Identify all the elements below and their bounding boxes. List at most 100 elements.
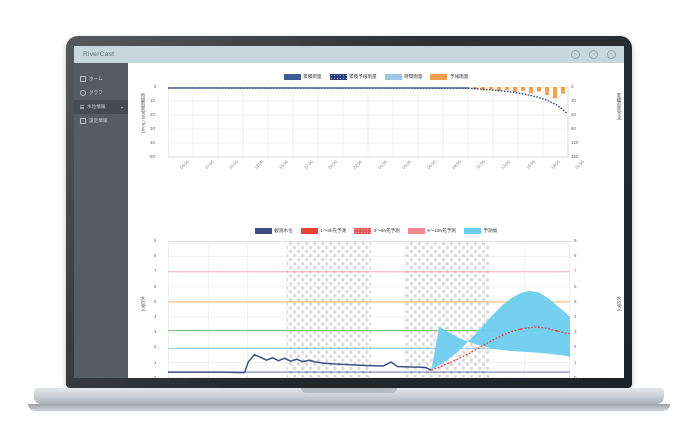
legend-label: 6〜15h先予測 xyxy=(427,228,456,233)
legend-swatch xyxy=(354,228,372,234)
legend-label: 累積雨量 xyxy=(303,74,322,79)
rainfall-plot-svg xyxy=(168,87,569,158)
waterlevel-plot xyxy=(168,241,570,378)
sidebar-item-settings[interactable]: 設定情報 xyxy=(74,114,128,128)
legend-label: 累積予報雨量 xyxy=(349,74,377,79)
waterlevel-plot-svg xyxy=(168,241,570,378)
legend-item[interactable]: 予報雨量 xyxy=(430,74,468,80)
forecast-median-markers xyxy=(447,326,558,365)
home-icon xyxy=(80,76,86,82)
legend-item[interactable]: 観測水位 xyxy=(254,228,293,234)
sidebar-item-label: グラフ xyxy=(89,90,103,95)
forecast-band xyxy=(431,290,570,371)
y-tick: 8 xyxy=(154,253,157,259)
legend-swatch xyxy=(329,74,347,80)
y-tick: 9 xyxy=(574,238,577,243)
rainfall-plot xyxy=(168,87,603,165)
y-tick: 0 xyxy=(574,374,577,378)
y-tick: 40 xyxy=(150,140,155,145)
app-header: RiverCast xyxy=(74,46,624,63)
y-tick: 5 xyxy=(574,298,577,304)
y2-tick: 90 xyxy=(571,126,576,131)
chart-icon xyxy=(80,90,86,96)
y2-tick: 60 xyxy=(571,112,576,117)
header-icon-group xyxy=(571,50,616,59)
waterlevel-chart-legend: 観測水位 1〜3h先予測 3〜6h先予測 6〜15h先予測 xyxy=(128,228,624,234)
y-tick: 7 xyxy=(154,268,157,274)
y-tick: 0 xyxy=(154,84,157,89)
app-title: RiverCast xyxy=(83,51,115,58)
observed-waterlevel-line xyxy=(168,353,432,374)
legend-swatch xyxy=(407,228,425,234)
y-tick: 8 xyxy=(574,253,577,259)
sidebar: ホーム グラフ 水位情報 ▾ 設定情報 xyxy=(74,63,128,378)
waterlevel-chart: 観測水位 1〜3h先予測 3〜6h先予測 6〜15h先予測 xyxy=(128,191,624,378)
rainfall-y2-axis-title: 累積雨量[mm] xyxy=(617,93,622,121)
night-band xyxy=(286,242,372,378)
grid-lines xyxy=(168,87,568,157)
y-tick: 9 xyxy=(154,238,157,243)
y-tick: 3 xyxy=(154,329,157,335)
legend-label: 1〜3h先予測 xyxy=(320,228,347,233)
notification-icon[interactable] xyxy=(589,50,598,59)
chevron-down-icon: ▾ xyxy=(120,104,123,110)
help-icon[interactable] xyxy=(571,50,580,59)
sidebar-item-label: 設定情報 xyxy=(89,118,108,123)
laptop-base xyxy=(34,388,664,404)
y-tick: 7 xyxy=(574,268,577,274)
legend-label: 予報雨量 xyxy=(449,74,469,79)
y-tick: 10 xyxy=(150,98,155,103)
legend-item[interactable]: 時間雨量 xyxy=(384,74,423,80)
legend-label: 3〜6h先予測 xyxy=(373,228,400,233)
sidebar-item-label: 水位情報 xyxy=(87,104,106,109)
y-tick: 6 xyxy=(574,283,577,289)
y-tick: 1 xyxy=(154,359,157,365)
legend-swatch xyxy=(430,74,448,80)
y-tick: 2 xyxy=(574,344,577,350)
y2-tick: 30 xyxy=(571,98,576,103)
sidebar-item-home[interactable]: ホーム xyxy=(74,72,128,86)
y-tick: 4 xyxy=(154,314,157,319)
laptop-foot xyxy=(28,404,670,411)
y-tick: 6 xyxy=(154,283,157,289)
legend-item[interactable]: 6〜15h先予測 xyxy=(407,228,456,234)
y-tick: 1 xyxy=(574,359,577,365)
y-tick: 3 xyxy=(574,329,577,335)
legend-label: 観測水位 xyxy=(274,228,293,233)
y-tick: 5 xyxy=(154,298,157,304)
y-tick: 30 xyxy=(150,126,155,131)
legend-swatch xyxy=(384,74,402,80)
legend-item[interactable]: 3〜6h先予測 xyxy=(354,228,400,234)
y2-tick: 120 xyxy=(571,140,579,145)
y-tick: 4 xyxy=(574,314,577,319)
y-tick: 2 xyxy=(154,344,157,350)
cumulative-forecast-rain-line xyxy=(168,87,568,114)
legend-item[interactable]: 累積雨量 xyxy=(283,74,322,80)
legend-label: 予測幅 xyxy=(483,228,498,233)
app-screen: RiverCast ホーム グラフ 水位情報 ▾ xyxy=(74,46,624,378)
waterlevel-y-axis-title: 水位[m] xyxy=(141,296,146,311)
sidebar-item-label: ホーム xyxy=(89,76,103,81)
legend-item[interactable]: 1〜3h先予測 xyxy=(300,228,347,234)
list-icon xyxy=(80,105,84,109)
legend-swatch xyxy=(463,228,481,234)
sidebar-item-graph[interactable]: グラフ xyxy=(74,86,128,100)
rainfall-chart-legend: 累積雨量 累積予報雨量 時間雨量 予報雨量 xyxy=(128,74,624,80)
rainfall-chart: 累積雨量 累積予報雨量 時間雨量 予報雨量 時間雨量[mm xyxy=(128,63,624,191)
legend-item[interactable]: 累積予報雨量 xyxy=(329,74,377,80)
rainfall-y-axis-title: 時間雨量[mm / hour] xyxy=(141,93,146,133)
settings-icon[interactable] xyxy=(607,50,616,59)
settings-icon xyxy=(80,118,86,124)
main-content: 累積雨量 累積予報雨量 時間雨量 予報雨量 時間雨量[mm xyxy=(128,63,624,378)
y-tick: 20 xyxy=(150,112,155,117)
legend-swatch xyxy=(300,228,318,234)
y2-tick: 0 xyxy=(571,84,574,89)
y2-tick: 150 xyxy=(571,154,579,159)
legend-label: 時間雨量 xyxy=(404,74,423,79)
waterlevel-y2-axis-title: 水位[m] xyxy=(617,296,622,311)
legend-swatch xyxy=(283,74,301,80)
y-tick: 50 xyxy=(150,154,155,159)
sidebar-item-waterlevel[interactable]: 水位情報 ▾ xyxy=(74,100,128,114)
legend-item[interactable]: 予測幅 xyxy=(463,228,498,234)
